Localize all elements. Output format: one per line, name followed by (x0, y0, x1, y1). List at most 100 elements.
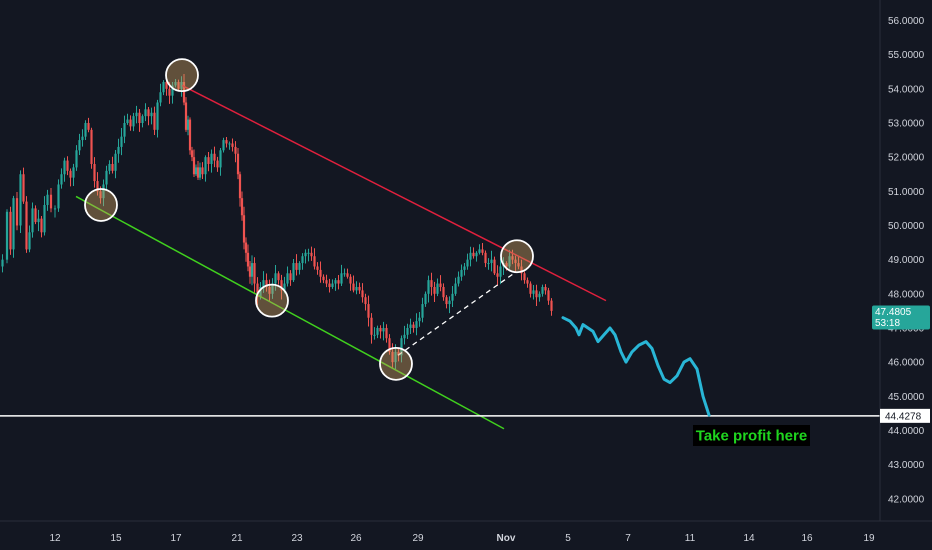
candle-body (225, 140, 228, 144)
candle-body (349, 276, 352, 284)
candle-body (22, 174, 25, 202)
candle-body (250, 263, 254, 277)
time-tick-label: 19 (863, 533, 875, 544)
take-profit-annotation: Take profit here (696, 428, 807, 445)
time-tick-label: 26 (350, 533, 362, 544)
price-tick-label: 43.0000 (888, 460, 925, 471)
candle-body (90, 129, 93, 164)
candle-body (153, 112, 156, 130)
candle-body (253, 263, 256, 284)
candle-body (370, 317, 373, 335)
candle-body (478, 249, 481, 253)
candle-body (412, 324, 415, 328)
candle-body (394, 351, 397, 363)
candle-body (511, 256, 514, 260)
time-tick-label: 23 (291, 533, 303, 544)
candle-body (46, 194, 49, 205)
candle-body (343, 273, 346, 275)
candle-body (379, 327, 382, 332)
price-tick-label: 42.0000 (888, 494, 925, 505)
last-price-badge (872, 305, 930, 330)
candle-body (517, 263, 520, 267)
candle-body (5, 211, 9, 260)
candle-body (244, 242, 248, 253)
candle-body (334, 280, 337, 284)
candle-body (105, 170, 108, 185)
candle-body (382, 327, 385, 332)
candle-body (150, 112, 153, 117)
candle-body (346, 273, 349, 277)
candle-body (123, 122, 126, 137)
candle-body (168, 88, 171, 96)
pivot-circle-marker (255, 283, 289, 318)
candle-body (403, 334, 406, 339)
candle-body (246, 252, 250, 267)
candle-body (28, 232, 31, 250)
candle-body (9, 211, 12, 250)
candle-body (469, 252, 472, 260)
candle-body (72, 167, 75, 178)
candle-body (322, 276, 325, 281)
candle-body (304, 252, 307, 257)
dashed-neckline (397, 272, 515, 356)
support-trendline (75, 195, 505, 430)
candle-body (532, 290, 535, 294)
candle-body (69, 170, 72, 178)
candle-body (198, 167, 202, 178)
price-tick-label: 50.0000 (888, 221, 925, 232)
candle-body (409, 324, 412, 328)
candle-body (63, 160, 66, 175)
price-tick-label: 48.0000 (888, 289, 925, 300)
time-tick-label: 12 (49, 533, 61, 544)
candle-body (99, 191, 102, 199)
candle-body (141, 116, 144, 123)
candle-body (207, 157, 210, 164)
candle-body (490, 259, 493, 264)
candle-body (126, 119, 129, 123)
candle-body (436, 283, 439, 294)
price-tick-label: 46.0000 (888, 358, 925, 369)
candle-body (508, 256, 511, 267)
price-axis: 42.000043.000044.000045.000046.000047.00… (879, 0, 925, 521)
candle-body (108, 163, 111, 171)
candle-body (550, 300, 553, 311)
candle-body (424, 293, 427, 305)
candle-body (162, 81, 165, 93)
candle-body (307, 252, 310, 254)
candle-body (430, 280, 433, 287)
candle-body (180, 81, 183, 89)
candle-body (328, 283, 331, 287)
candle-body (240, 198, 244, 216)
candle-body (228, 143, 231, 145)
candle-body (135, 112, 138, 117)
price-tick-label: 49.0000 (888, 255, 925, 266)
candle-body (196, 167, 200, 178)
candle-body (93, 163, 96, 182)
candle-body (43, 204, 46, 233)
time-tick-label: 29 (412, 533, 424, 544)
time-tick-label: 15 (110, 533, 122, 544)
candle-body (192, 157, 196, 175)
candle-body (31, 208, 34, 233)
candle-body (310, 252, 313, 257)
candle-body (538, 293, 541, 298)
candle-body (520, 266, 523, 274)
price-tick-label: 54.0000 (888, 84, 925, 95)
candle-body (391, 351, 394, 363)
candle-body (535, 290, 538, 298)
candle-body (457, 276, 460, 284)
projection-path (561, 316, 711, 417)
candle-body (499, 266, 502, 277)
candle-body (442, 286, 445, 298)
candle-body (319, 269, 322, 277)
candle-body (34, 208, 37, 223)
candle-body (472, 252, 475, 257)
candle-body (439, 283, 442, 287)
price-tick-label: 56.0000 (888, 16, 925, 27)
candle-body (466, 259, 469, 267)
hline-price-value: 44.4278 (885, 411, 922, 422)
candle-body (496, 273, 499, 277)
price-tick-label: 53.0000 (888, 118, 925, 129)
